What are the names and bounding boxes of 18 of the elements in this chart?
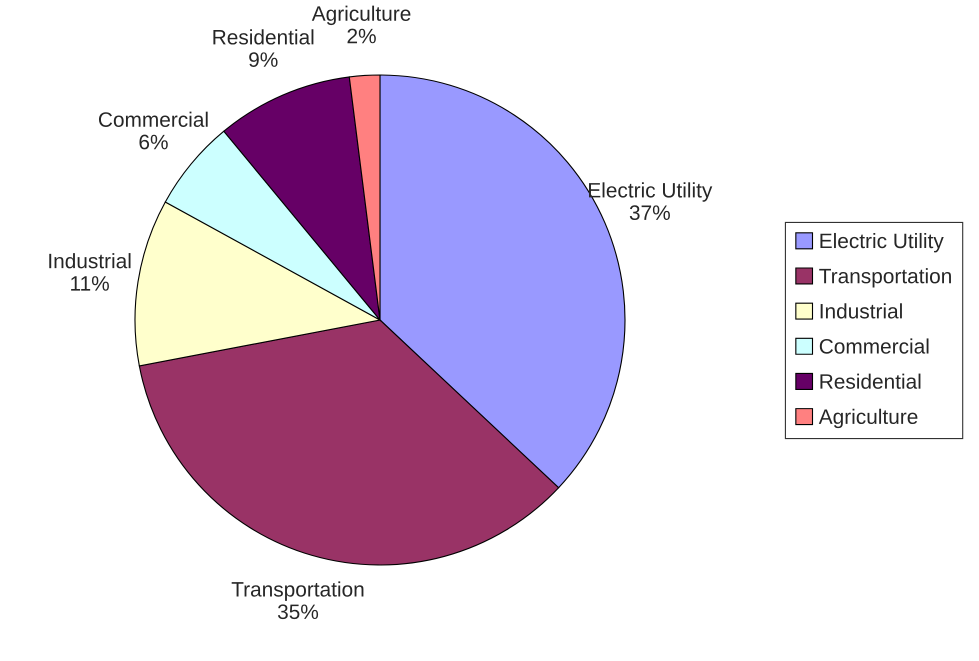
data-label: 2% — [348, 28, 376, 44]
legend-label: Transportation — [819, 268, 951, 288]
data-label: 37% — [630, 205, 670, 220]
slice-label: Industrial — [49, 253, 130, 268]
legend-label: Commercial — [820, 338, 928, 354]
slice-label: Commercial — [98, 112, 208, 127]
legend-label: Industrial — [820, 303, 902, 319]
legend-label: Residential — [820, 374, 920, 389]
slice-label: Electric Utility — [589, 182, 712, 202]
data-label: 35% — [278, 604, 318, 620]
legend-label: Agriculture — [818, 408, 918, 428]
legend-label: Electric Utility — [820, 232, 944, 252]
data-label: 6% — [139, 134, 168, 150]
slice-label: Residential — [213, 29, 314, 45]
data-label: 11% — [71, 276, 109, 291]
data-label: 9% — [249, 52, 278, 67]
slice-label: Agriculture — [312, 6, 410, 26]
slice-label: Transportation — [232, 581, 364, 601]
